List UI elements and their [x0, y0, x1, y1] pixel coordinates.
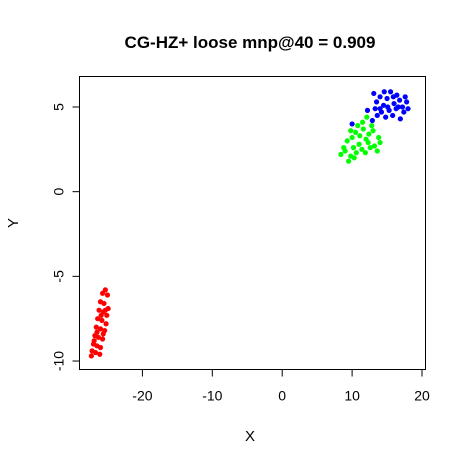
- y-tick-label: 5: [51, 103, 67, 111]
- data-point: [390, 112, 396, 119]
- data-point: [404, 99, 410, 105]
- data-point: [344, 138, 350, 144]
- data-point: [353, 150, 359, 156]
- chart-title: CG-HZ+ loose mnp@40 = 0.909: [125, 33, 376, 52]
- data-point: [387, 89, 394, 95]
- data-point: [384, 95, 390, 102]
- data-point: [96, 307, 102, 313]
- data-point: [359, 119, 366, 125]
- data-point: [377, 106, 383, 112]
- data-point: [362, 150, 368, 156]
- data-point: [341, 145, 347, 151]
- data-point: [359, 146, 365, 152]
- data-point: [88, 353, 94, 359]
- data-point: [91, 338, 97, 344]
- data-point: [97, 326, 104, 332]
- data-point: [373, 99, 380, 105]
- data-point: [380, 102, 387, 108]
- x-tick-label: 20: [414, 388, 430, 404]
- data-point: [383, 114, 389, 120]
- data-point: [395, 104, 401, 110]
- data-point: [95, 334, 101, 340]
- data-point: [97, 344, 104, 351]
- data-point: [104, 292, 111, 298]
- data-point: [349, 134, 355, 141]
- data-point: [371, 143, 378, 149]
- data-point: [399, 104, 406, 110]
- data-point: [385, 104, 391, 110]
- data-point: [350, 145, 357, 151]
- x-tick-label: -10: [202, 388, 222, 404]
- data-point: [365, 139, 371, 146]
- data-point: [367, 145, 373, 151]
- x-axis-ticks: -20 -10 0 10 20: [132, 369, 430, 404]
- x-tick-label: 10: [344, 388, 360, 404]
- data-point: [92, 349, 99, 356]
- data-point: [370, 128, 376, 134]
- data-point: [372, 106, 378, 112]
- data-point: [355, 123, 361, 129]
- data-point: [401, 109, 407, 115]
- data-point: [346, 158, 352, 164]
- data-point: [397, 97, 403, 103]
- data-point: [99, 317, 105, 323]
- y-tick-label: -10: [51, 351, 67, 371]
- data-point: [369, 117, 375, 124]
- data-point: [98, 312, 104, 318]
- data-point: [104, 312, 110, 318]
- data-point: [374, 148, 380, 154]
- data-point: [371, 90, 377, 97]
- data-point: [356, 141, 362, 147]
- data-point: [364, 107, 371, 113]
- data-point: [391, 100, 397, 107]
- data-point: [338, 151, 344, 158]
- data-point: [397, 116, 403, 122]
- data-point: [103, 321, 109, 327]
- data-point: [360, 126, 366, 132]
- data-point: [353, 129, 359, 135]
- data-point: [381, 89, 387, 95]
- data-point: [377, 139, 383, 146]
- data-point: [95, 316, 101, 322]
- data-point: [376, 134, 382, 141]
- data-point: [369, 123, 375, 129]
- y-tick-label: -5: [51, 270, 67, 283]
- data-point: [402, 94, 408, 100]
- y-axis-label: Y: [5, 218, 22, 228]
- data-point: [99, 290, 106, 296]
- data-point: [405, 106, 411, 112]
- data-point: [97, 351, 103, 357]
- data-point: [94, 329, 100, 335]
- data-point: [357, 133, 363, 139]
- y-axis-ticks: -10 -5 0 5: [51, 103, 80, 371]
- data-point: [100, 331, 106, 337]
- data-point: [99, 336, 106, 342]
- x-tick-label: -20: [132, 388, 152, 404]
- data-point: [374, 112, 380, 119]
- data-point: [349, 121, 355, 127]
- x-tick-label: 0: [278, 388, 286, 404]
- data-point: [390, 94, 396, 100]
- y-tick-label: 0: [51, 188, 67, 196]
- x-axis-label: X: [245, 428, 255, 445]
- data-point: [364, 114, 370, 120]
- data-point: [366, 131, 372, 137]
- data-points: [88, 89, 411, 359]
- data-point: [377, 94, 383, 100]
- data-point: [351, 155, 357, 161]
- data-point: [93, 324, 99, 330]
- data-point: [102, 307, 108, 313]
- data-point: [101, 300, 107, 307]
- data-point: [348, 128, 354, 134]
